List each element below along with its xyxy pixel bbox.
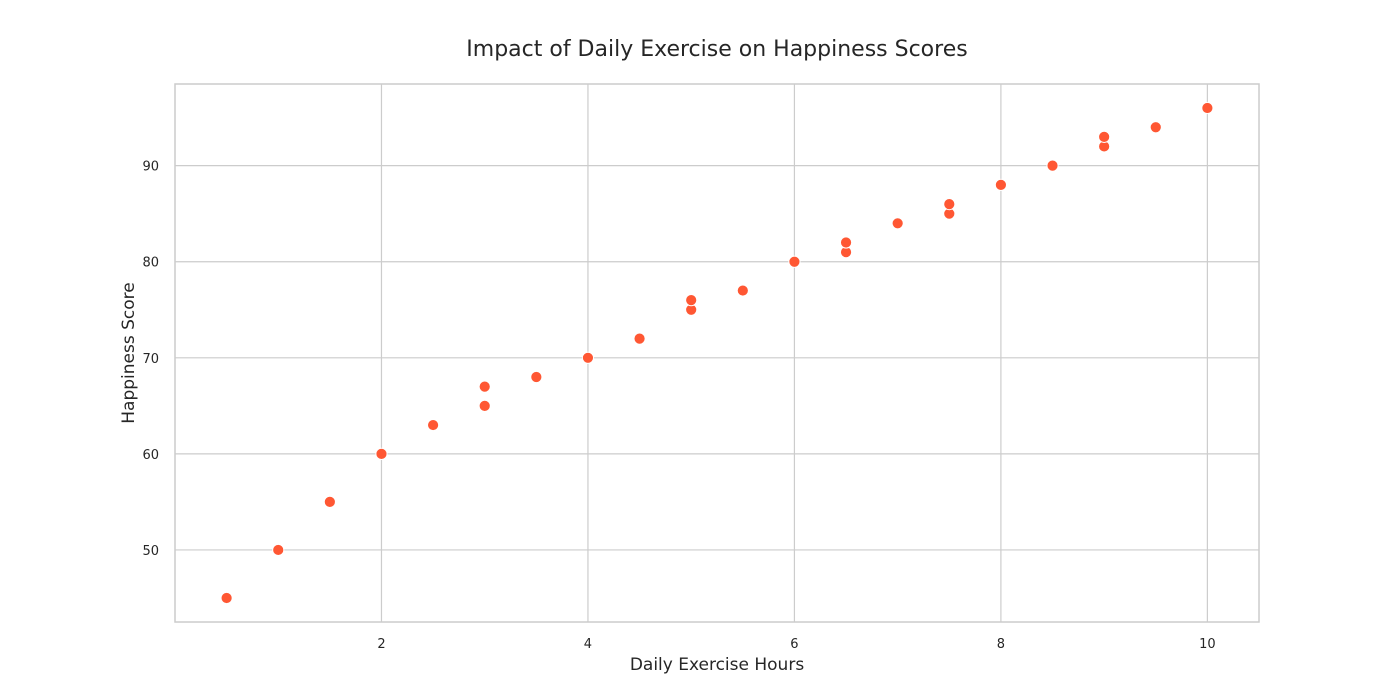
x-tick-label: 8 [997, 637, 1005, 652]
data-point [478, 380, 491, 393]
data-point [943, 197, 956, 211]
data-point [736, 284, 749, 297]
data-point [685, 294, 698, 307]
data-point [1046, 159, 1059, 172]
y-axis-label: Happiness Score [119, 282, 139, 423]
data-point [426, 418, 440, 432]
x-tick-label: 4 [584, 637, 592, 652]
y-tick-label: 50 [142, 544, 159, 559]
data-point [581, 351, 595, 364]
x-axis-label: Daily Exercise Hours [630, 655, 805, 675]
data-point [891, 217, 904, 230]
data-point [478, 399, 491, 412]
data-point [994, 178, 1008, 191]
data-point [220, 591, 233, 605]
data-point [788, 255, 801, 268]
x-tick-label: 10 [1199, 637, 1216, 652]
grid [175, 84, 1259, 622]
data-point [375, 447, 388, 460]
y-tick-label: 80 [142, 256, 159, 271]
y-tick-label: 60 [142, 448, 159, 463]
data-point [530, 370, 543, 384]
data-point [323, 495, 336, 509]
tick-labels: 2 4 6 8 10 50 60 70 80 90 [142, 160, 1215, 652]
data-point [1098, 130, 1111, 143]
data-point [1149, 121, 1162, 134]
x-tick-label: 2 [377, 637, 385, 652]
y-tick-label: 70 [142, 352, 159, 367]
plot-frame [174, 83, 1260, 623]
y-tick-label: 90 [142, 160, 159, 175]
data-point [272, 543, 285, 557]
data-point [1201, 101, 1214, 115]
data-point [839, 236, 853, 249]
data-point [633, 332, 646, 345]
chart-title: Impact of Daily Exercise on Happiness Sc… [466, 37, 967, 62]
x-tick-label: 6 [790, 637, 798, 652]
data-points [220, 101, 1214, 605]
